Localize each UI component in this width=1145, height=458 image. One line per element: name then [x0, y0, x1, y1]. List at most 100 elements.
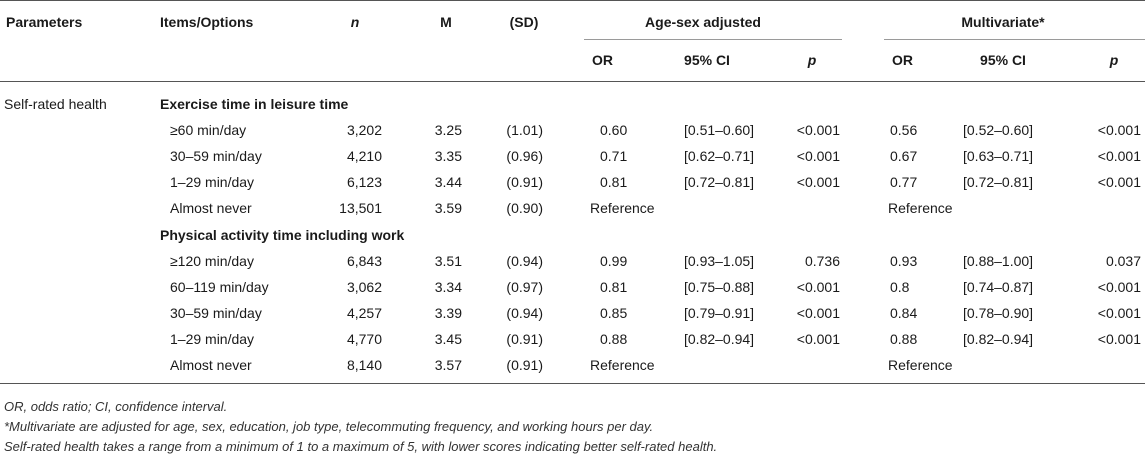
ci-multivariate-cell: [0.82–0.94]: [963, 330, 1034, 347]
m-cell: 3.57: [434, 357, 462, 373]
age-sex-span-rule: [584, 39, 842, 40]
p-multivariate-cell: <0.001: [1097, 304, 1141, 321]
header-p-1: p: [807, 52, 817, 68]
n-cell: 13,501: [339, 200, 382, 217]
or-multivariate-cell: 0.88: [890, 330, 918, 347]
footnote-scale: Self-rated health takes a range from a m…: [4, 439, 718, 454]
ci-age-sex-cell: [0.93–1.05]: [684, 252, 755, 269]
sd-cell: (0.91): [506, 357, 543, 373]
ci-multivariate-cell: [0.72–0.81]: [963, 174, 1034, 191]
m-cell: 3.44: [434, 174, 462, 191]
group-title: Physical activity time including work: [160, 226, 405, 243]
item-cell: 1–29 min/day: [170, 330, 255, 347]
ci-multivariate-cell: [0.78–0.90]: [963, 304, 1034, 321]
ci-age-sex-cell: [0.72–0.81]: [684, 174, 755, 191]
sd-cell: (0.91): [506, 330, 543, 347]
header-or-1: OR: [592, 52, 613, 68]
p-multivariate-cell: <0.001: [1097, 148, 1141, 165]
item-cell: ≥60 min/day: [170, 122, 247, 139]
or-multivariate-cell: 0.93: [890, 252, 918, 269]
header-m: M: [440, 14, 452, 30]
ci-age-sex-cell: [0.82–0.94]: [684, 330, 755, 347]
item-cell: 60–119 min/day: [170, 278, 269, 295]
reference-age-sex-cell: Reference: [590, 200, 655, 217]
sd-cell: (0.90): [506, 200, 543, 217]
or-multivariate-cell: 0.56: [890, 122, 918, 139]
header-ci-1: 95% CI: [684, 52, 730, 68]
n-cell: 4,210: [346, 148, 382, 165]
ci-multivariate-cell: [0.88–1.00]: [963, 252, 1034, 269]
top-rule: [0, 0, 1145, 1]
ci-age-sex-cell: [0.51–0.60]: [684, 122, 755, 139]
m-cell: 3.45: [434, 330, 462, 347]
ci-age-sex-cell: [0.79–0.91]: [684, 304, 755, 321]
p-age-sex-cell: <0.001: [796, 304, 840, 321]
header-multivariate: Multivariate*: [961, 14, 1045, 30]
sd-cell: (0.94): [506, 304, 543, 321]
item-cell: 30–59 min/day: [170, 148, 262, 165]
header-or-2: OR: [892, 52, 913, 68]
n-cell: 6,123: [346, 174, 382, 191]
p-age-sex-cell: <0.001: [796, 148, 840, 165]
p-multivariate-cell: <0.001: [1097, 122, 1141, 139]
item-cell: ≥120 min/day: [170, 252, 254, 269]
reference-multivariate-cell: Reference: [888, 200, 953, 217]
header-items: Items/Options: [160, 14, 254, 30]
m-cell: 3.39: [434, 304, 462, 321]
p-age-sex-cell: 0.736: [804, 252, 840, 269]
footnote-multivariate: *Multivariate are adjusted for age, sex,…: [4, 419, 654, 434]
header-p-2: p: [1109, 52, 1119, 68]
n-cell: 4,257: [346, 304, 382, 321]
or-multivariate-cell: 0.77: [890, 174, 918, 191]
header-ci-2: 95% CI: [980, 52, 1026, 68]
m-cell: 3.34: [434, 278, 462, 295]
m-cell: 3.59: [434, 200, 462, 217]
n-cell: 6,843: [346, 252, 382, 269]
p-age-sex-cell: <0.001: [796, 122, 840, 139]
ci-multivariate-cell: [0.74–0.87]: [963, 278, 1034, 295]
p-multivariate-cell: <0.001: [1097, 278, 1141, 295]
or-age-sex-cell: 0.60: [600, 122, 628, 139]
n-cell: 3,202: [346, 122, 382, 139]
or-multivariate-cell: 0.67: [890, 148, 918, 165]
p-age-sex-cell: <0.001: [796, 278, 840, 295]
sd-cell: (0.97): [506, 278, 543, 295]
header-age-sex-adjusted: Age-sex adjusted: [645, 14, 761, 30]
header-bottom-rule: [0, 81, 1145, 82]
ci-multivariate-cell: [0.63–0.71]: [963, 148, 1034, 165]
m-cell: 3.35: [434, 148, 462, 165]
p-age-sex-cell: <0.001: [796, 174, 840, 191]
sd-cell: (0.91): [506, 174, 543, 191]
p-multivariate-cell: 0.037: [1105, 252, 1141, 269]
group-title: Exercise time in leisure time: [160, 96, 349, 112]
footnote-abbreviations: OR, odds ratio; CI, confidence interval.: [4, 399, 228, 414]
sd-cell: (0.96): [506, 148, 543, 165]
header-n: n: [350, 14, 360, 30]
reference-multivariate-cell: Reference: [888, 357, 953, 373]
sd-cell: (0.94): [506, 252, 543, 269]
ci-age-sex-cell: [0.62–0.71]: [684, 148, 755, 165]
n-cell: 4,770: [346, 330, 382, 347]
n-cell: 8,140: [346, 357, 382, 373]
multivariate-span-rule: [884, 39, 1145, 40]
header-parameters: Parameters: [6, 14, 83, 30]
ci-multivariate-cell: [0.52–0.60]: [963, 122, 1034, 139]
item-cell: 1–29 min/day: [170, 174, 255, 191]
p-age-sex-cell: <0.001: [796, 330, 840, 347]
or-multivariate-cell: 0.84: [890, 304, 918, 321]
bottom-rule: [0, 383, 1145, 384]
sd-cell: (1.01): [506, 122, 543, 139]
or-age-sex-cell: 0.99: [600, 252, 628, 269]
or-age-sex-cell: 0.88: [600, 330, 628, 347]
item-cell: 30–59 min/day: [170, 304, 262, 321]
parameter-label: Self-rated health: [4, 96, 107, 112]
table-footnotes: OR, odds ratio; CI, confidence interval.…: [4, 397, 717, 457]
reference-age-sex-cell: Reference: [590, 357, 655, 373]
ci-age-sex-cell: [0.75–0.88]: [684, 278, 755, 295]
n-cell: 3,062: [346, 278, 382, 295]
header-sd: (SD): [509, 14, 539, 30]
p-multivariate-cell: <0.001: [1097, 174, 1141, 191]
item-cell: Almost never: [170, 357, 252, 373]
item-cell: Almost never: [170, 200, 252, 217]
